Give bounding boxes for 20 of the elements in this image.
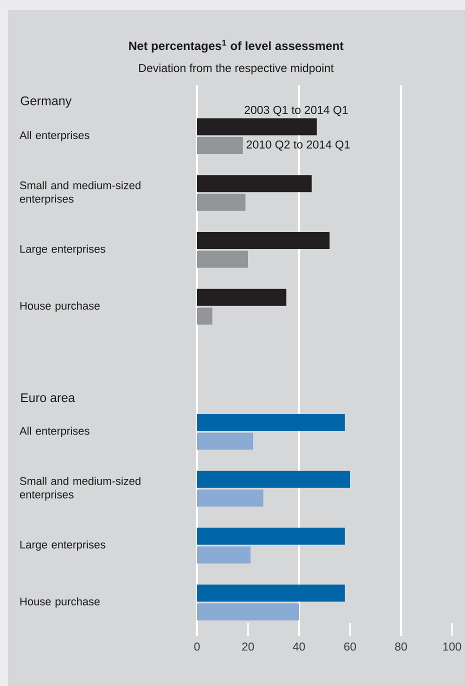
y-tick-label: Large enterprises [20,244,106,256]
x-tick-label: 20 [242,642,254,651]
chart-title: Net percentages$^{1}$ of level assessment [129,40,344,53]
y-tick-label: All enterprises [19,426,90,437]
y-tick-label: Small and medium-sized enterprises [20,181,140,205]
y-tick-label: Large enterprises [20,540,106,551]
y-tick-label: House purchase [20,597,100,608]
text: Germany [20,96,72,108]
x-tick-label: 80 [395,642,407,651]
series-label: 2003 Q1 to 2014 Q1 [244,106,348,116]
series-label: 2010 Q2 to 2014 Q1 [246,140,350,151]
y-tick-label: Small and medium-sized enterprises [20,476,140,501]
y-tick-label: House purchase [20,302,100,312]
chart-subtitle: Deviation from the respective midpoint [139,64,334,74]
x-tick-label: 60 [344,642,356,651]
text: Euro area [21,393,76,402]
x-tick-label: 0 [194,642,200,651]
y-tick-label: All enterprises [19,131,90,142]
x-tick-label: 100 [443,642,462,651]
x-tick-label: 40 [292,642,305,651]
